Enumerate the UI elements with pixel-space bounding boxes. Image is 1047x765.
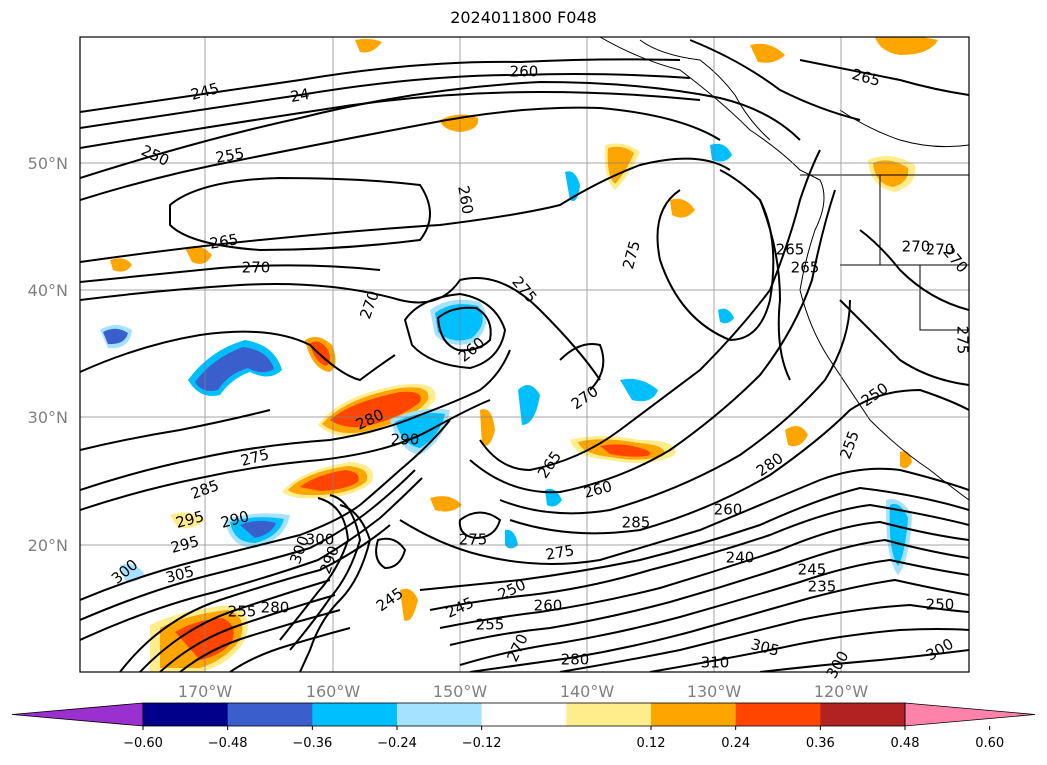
contour-label: 280 (261, 599, 290, 617)
contour-label: 260 (510, 63, 539, 81)
contour-label: 265 (208, 230, 239, 253)
contour-label: 270 (242, 259, 271, 277)
colorbar-segment (735, 703, 821, 726)
contour-label: 285 (622, 514, 651, 532)
colorbar-tick-label: −0.24 (377, 736, 417, 751)
colorbar-segment (820, 703, 906, 726)
lon-label-140w: 140°W (560, 682, 615, 701)
colorbar-segment (312, 703, 398, 726)
colorbar-tick-label: 0.36 (806, 736, 835, 751)
lon-label-130w: 130°W (687, 682, 742, 701)
contour-label: 240 (726, 549, 755, 567)
colorbar-frame (142, 702, 906, 727)
lat-label-50n: 50°N (28, 154, 68, 173)
colorbar-tick-label: 0.24 (721, 736, 750, 751)
lat-label-30n: 30°N (28, 408, 68, 427)
contour-label: 280 (561, 651, 590, 669)
shaded-fields (100, 37, 938, 672)
contour-label: 235 (808, 578, 837, 596)
lat-axis: 50°N 40°N 30°N 20°N (28, 154, 68, 555)
contour-label: 275 (459, 531, 488, 549)
contour-label: 260 (534, 597, 563, 615)
colorbar-extend-high (904, 702, 1036, 727)
lon-label-170w: 170°W (178, 682, 233, 701)
lat-label-40n: 40°N (28, 281, 68, 300)
contour-label: 265 (791, 259, 820, 277)
colorbar-tick-label: −0.36 (292, 736, 332, 751)
colorbar-segment (227, 703, 313, 726)
colorbar-tick-label: −0.48 (208, 736, 248, 751)
colorbar-tick-label: 0.12 (637, 736, 666, 751)
colorbar-segment (481, 703, 567, 726)
contour-label: 300 (306, 531, 335, 549)
contour-label: 270 (902, 238, 931, 256)
colorbar: −0.60 −0.48 −0.36 −0.24 −0.12 0.12 0.24 0.36 0.4… (11, 702, 1036, 751)
contour-label: 255 (476, 616, 505, 634)
colorbar-tick-label: −0.60 (123, 736, 163, 751)
contour-label: 290 (391, 431, 420, 449)
map-frame (79, 36, 970, 673)
colorbar-segment (143, 703, 229, 726)
contour-label: 275 (954, 326, 972, 355)
colorbar-segment (566, 703, 652, 726)
contour-label: 260 (454, 184, 477, 215)
lat-label-20n: 20°N (28, 536, 68, 555)
colorbar-tick-label: −0.12 (462, 736, 502, 751)
chart-title: 2024011800 F048 (450, 8, 597, 27)
lon-axis: 170°W 160°W 150°W 140°W 130°W 120°W (178, 682, 869, 701)
contour-label: 255 (214, 144, 245, 167)
contour-label: 255 (228, 603, 257, 621)
contour-label: 245 (798, 561, 827, 579)
lon-label-120w: 120°W (814, 682, 869, 701)
lon-label-160w: 160°W (306, 682, 361, 701)
colorbar-segment (651, 703, 737, 726)
coastlines (599, 37, 969, 501)
contour-label: 310 (701, 654, 730, 672)
contour-label: 275 (544, 541, 575, 564)
contour-label: 24 (289, 85, 311, 106)
colorbar-extend-low (11, 702, 144, 727)
colorbar-tick-label: 0.48 (891, 736, 920, 751)
lon-label-150w: 150°W (433, 682, 488, 701)
contour-label: 250 (926, 596, 955, 614)
colorbar-segment (397, 703, 483, 726)
contour-label: 265 (776, 241, 805, 259)
colorbar-tick-label: 0.60 (975, 736, 1004, 751)
contour-label: 260 (714, 501, 743, 519)
height-contours (80, 39, 969, 672)
contour-label: 270 (926, 241, 955, 259)
